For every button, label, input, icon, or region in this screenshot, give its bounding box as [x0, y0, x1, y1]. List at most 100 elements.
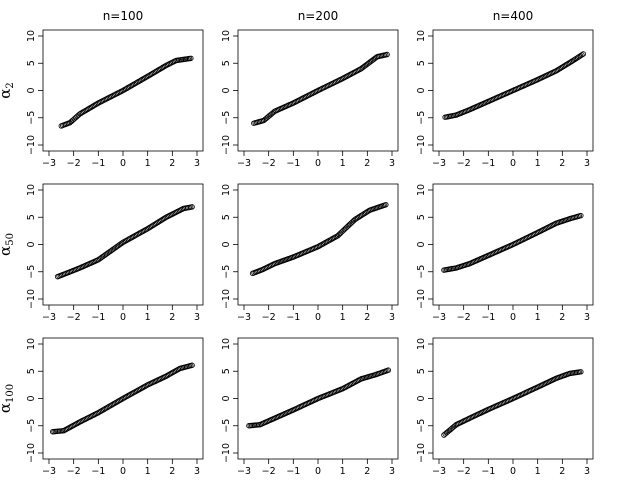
qq-point	[118, 88, 125, 94]
x-tick-label: −3	[42, 158, 56, 169]
qq-point	[159, 216, 165, 223]
y-tick-label: 0	[221, 87, 232, 93]
qq-point	[118, 396, 125, 403]
y-tick-label: 0	[416, 395, 427, 401]
y-tick-label: −5	[416, 111, 427, 125]
x-tick-label: −2	[457, 466, 471, 477]
qq-point	[349, 219, 356, 225]
qq-point	[384, 367, 390, 374]
qq-point	[154, 220, 160, 226]
qq-point	[74, 113, 80, 120]
x-tick-label: −3	[432, 466, 446, 477]
panel-frame	[237, 29, 399, 152]
row-label: α50	[0, 233, 16, 256]
x-tick-label: 3	[389, 158, 395, 169]
qq-point	[156, 218, 163, 225]
qq-point-band	[51, 362, 194, 435]
x-tick-label: −2	[67, 466, 81, 477]
y-tick-label: −10	[221, 443, 232, 463]
y-tick-label: 0	[26, 87, 37, 93]
qq-point	[568, 59, 574, 65]
y-tick-label: 10	[416, 184, 427, 196]
x-tick-label: −2	[457, 312, 471, 323]
x-tick-label: 3	[194, 158, 200, 169]
y-tick-label: −10	[416, 443, 427, 463]
y-tick-label: 0	[416, 87, 427, 93]
x-tick-label: −3	[237, 158, 251, 169]
y-tick-label: 10	[26, 30, 37, 42]
x-tick-label: −1	[481, 158, 495, 169]
qq-point	[269, 110, 275, 117]
qq-point	[573, 55, 580, 62]
x-tick-label: −2	[262, 312, 276, 323]
x-tick-label: −1	[481, 466, 495, 477]
x-tick-label: 0	[510, 466, 516, 477]
x-tick-label: −2	[262, 158, 276, 169]
y-tick-label: −10	[221, 289, 232, 309]
panel-frame	[42, 29, 204, 152]
y-tick-label: 10	[221, 30, 232, 42]
y-tick-label: −10	[416, 289, 427, 309]
panel-frame	[42, 337, 204, 460]
qq-point	[357, 213, 364, 219]
x-tick-label: 1	[535, 158, 541, 169]
panel-frame	[432, 29, 594, 152]
x-tick-label: 2	[559, 158, 565, 169]
qq-point	[364, 209, 370, 215]
qq-point	[155, 219, 161, 225]
y-tick-label: −5	[221, 111, 232, 125]
x-tick-label: −1	[91, 312, 105, 323]
y-tick-label: 5	[26, 368, 37, 374]
x-tick-label: 0	[120, 312, 126, 323]
column-title: n=200	[298, 9, 339, 23]
y-tick-label: 10	[221, 184, 232, 196]
y-tick-label: −5	[26, 111, 37, 125]
x-tick-label: 3	[584, 312, 590, 323]
y-tick-label: −10	[26, 135, 37, 155]
x-tick-label: −3	[42, 466, 56, 477]
qq-point-band	[442, 213, 583, 273]
qq-point	[143, 74, 150, 80]
y-tick-label: 5	[416, 368, 427, 374]
qq-point	[148, 223, 155, 229]
qq-point	[354, 215, 361, 221]
x-tick-label: 2	[364, 466, 370, 477]
qq-point	[575, 54, 581, 61]
qq-point	[270, 109, 277, 116]
x-tick-label: −1	[91, 466, 105, 477]
x-tick-label: 3	[389, 312, 395, 323]
y-tick-label: 0	[416, 241, 427, 247]
row-label-base: α	[0, 403, 14, 413]
y-tick-label: 10	[221, 338, 232, 350]
x-tick-label: 1	[535, 466, 541, 477]
qq-point	[353, 215, 360, 222]
x-tick-label: 2	[169, 158, 175, 169]
x-tick-label: −3	[432, 158, 446, 169]
y-tick-label: −10	[26, 443, 37, 463]
column-title: n=100	[103, 9, 144, 23]
x-tick-label: −3	[42, 312, 56, 323]
qq-point	[356, 214, 362, 220]
qq-point	[187, 204, 194, 210]
qq-point	[363, 209, 369, 216]
y-tick-label: 10	[26, 338, 37, 350]
x-tick-label: 0	[510, 312, 516, 323]
x-tick-label: 2	[364, 158, 370, 169]
qq-point	[147, 224, 154, 230]
qq-point	[117, 241, 123, 247]
qq-point	[371, 55, 378, 62]
qq-point	[186, 55, 193, 62]
qq-point	[118, 240, 125, 247]
y-tick-label: 0	[221, 241, 232, 247]
x-tick-label: 3	[389, 466, 395, 477]
qq-point	[162, 374, 168, 380]
qq-point	[151, 221, 157, 228]
x-tick-label: 0	[315, 312, 321, 323]
qq-point-band	[56, 204, 194, 279]
qq-point	[576, 53, 582, 60]
row-label: α2	[0, 82, 16, 99]
qq-point	[94, 257, 100, 264]
x-tick-label: 1	[145, 466, 151, 477]
